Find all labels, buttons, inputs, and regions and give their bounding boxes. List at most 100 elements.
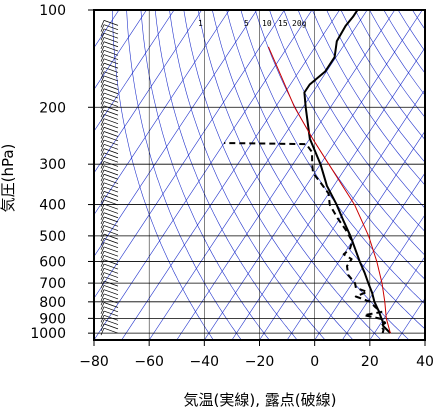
x-tick-label: −20 bbox=[245, 354, 275, 370]
wind-barb-flag bbox=[100, 169, 105, 178]
wind-barb-flag bbox=[100, 199, 105, 208]
wind-barb bbox=[103, 41, 119, 48]
wind-barb-flag bbox=[100, 97, 105, 105]
wind-barb-flag bbox=[100, 165, 105, 173]
isotherm-line bbox=[231, 47, 425, 340]
wind-barb bbox=[103, 58, 119, 65]
wind-barb-flag bbox=[100, 208, 105, 216]
wind-barb bbox=[103, 79, 119, 86]
wind-barb bbox=[103, 169, 119, 176]
wind-barb bbox=[103, 272, 119, 278]
wind-barb bbox=[103, 293, 119, 300]
dry-adiabat-line bbox=[212, 10, 410, 340]
isotherm-line bbox=[94, 10, 258, 258]
wind-barb bbox=[103, 259, 119, 266]
dry-adiabat-line bbox=[326, 10, 425, 163]
wind-barb bbox=[103, 285, 119, 291]
wind-barb bbox=[103, 323, 119, 330]
wind-barb bbox=[103, 302, 119, 308]
wind-barb bbox=[103, 173, 119, 180]
wind-barb bbox=[103, 88, 119, 95]
wind-barb-flag bbox=[100, 62, 105, 71]
wind-barb-flag bbox=[100, 54, 105, 62]
wind-barb bbox=[103, 144, 119, 150]
wind-barb bbox=[103, 195, 119, 201]
temperature-line bbox=[303, 10, 392, 334]
wind-barb bbox=[103, 84, 119, 90]
wind-barb bbox=[103, 319, 119, 325]
wind-barb bbox=[103, 96, 119, 103]
y-tick-label: 900 bbox=[39, 311, 66, 327]
isotherm-line bbox=[176, 10, 396, 340]
dry-adiabat-line bbox=[183, 10, 354, 340]
wind-barb-flag bbox=[100, 37, 105, 45]
wind-barb bbox=[103, 114, 119, 120]
isotherm-line bbox=[94, 10, 285, 299]
wind-barb-flag bbox=[100, 33, 105, 41]
wind-barb-flag bbox=[100, 148, 105, 156]
mixing-ratio-label: 20g bbox=[292, 19, 307, 28]
wind-barb-flag bbox=[100, 323, 105, 332]
wind-barb-flag bbox=[100, 182, 105, 190]
wind-barb-flag bbox=[100, 302, 105, 310]
wind-barb bbox=[103, 75, 119, 82]
wind-barb-flag bbox=[100, 191, 105, 199]
wind-barb bbox=[103, 32, 119, 39]
y-tick-label: 800 bbox=[39, 295, 66, 311]
wind-barb-flag bbox=[100, 135, 105, 143]
mixing-ratio-label: 5 bbox=[244, 19, 249, 28]
wind-barb bbox=[103, 208, 119, 214]
dry-adiabat-line bbox=[427, 10, 435, 340]
mixing-ratio-labels: 1 5 10 15 20g bbox=[198, 19, 307, 28]
wind-barb bbox=[103, 191, 119, 197]
wind-barb bbox=[103, 297, 119, 304]
wind-barb bbox=[103, 255, 119, 261]
wind-barb-flag bbox=[100, 315, 105, 323]
wind-barb-flag bbox=[100, 263, 105, 272]
y-tick-label: 200 bbox=[39, 100, 66, 116]
wind-barb bbox=[103, 92, 119, 99]
wind-barb-flag bbox=[100, 212, 105, 220]
wind-barb-flag bbox=[100, 24, 105, 32]
dry-adiabat-line bbox=[269, 10, 425, 256]
wind-barb-flag bbox=[100, 152, 105, 161]
dry-adiabat-line bbox=[383, 10, 425, 74]
wind-barb bbox=[103, 182, 119, 189]
mixing-ratio-label: 1 bbox=[198, 19, 203, 28]
wind-barb bbox=[103, 306, 119, 313]
wind-barb bbox=[103, 156, 119, 163]
wind-barb-flag bbox=[100, 328, 105, 336]
x-tick-label: −80 bbox=[79, 354, 109, 370]
wind-barb-flag bbox=[100, 268, 105, 276]
wind-barb bbox=[103, 49, 119, 56]
wind-barb-flag bbox=[100, 255, 105, 263]
wind-barb bbox=[103, 310, 119, 317]
y-tick-label: 400 bbox=[39, 198, 66, 214]
wind-barb-flag bbox=[100, 28, 105, 37]
wind-barb-flag bbox=[100, 195, 105, 203]
dry-adiabat-line bbox=[297, 10, 425, 209]
wind-barb-flag bbox=[100, 233, 105, 242]
wind-barbs bbox=[100, 20, 119, 336]
wind-barb-flag bbox=[100, 45, 105, 54]
dry-adiabat-line bbox=[226, 10, 425, 330]
dry-adiabat-line bbox=[312, 10, 425, 186]
wind-barb-flag bbox=[100, 272, 105, 280]
wind-barb bbox=[103, 199, 119, 206]
wind-barb bbox=[103, 314, 119, 321]
wind-barb-flag bbox=[100, 319, 105, 327]
wind-barb bbox=[103, 250, 119, 257]
isotherm-line bbox=[314, 172, 425, 340]
wind-barb-flag bbox=[100, 122, 105, 131]
dry-adiabat-line bbox=[154, 10, 298, 340]
wind-barb-flag bbox=[100, 75, 105, 84]
wind-barb bbox=[103, 37, 119, 43]
series-layer bbox=[224, 10, 392, 334]
wind-barb bbox=[103, 238, 119, 244]
wind-barb bbox=[103, 246, 119, 253]
wind-barb bbox=[103, 276, 119, 283]
wind-barb bbox=[103, 54, 119, 60]
wind-barb bbox=[103, 131, 119, 137]
wind-barb bbox=[103, 178, 119, 184]
